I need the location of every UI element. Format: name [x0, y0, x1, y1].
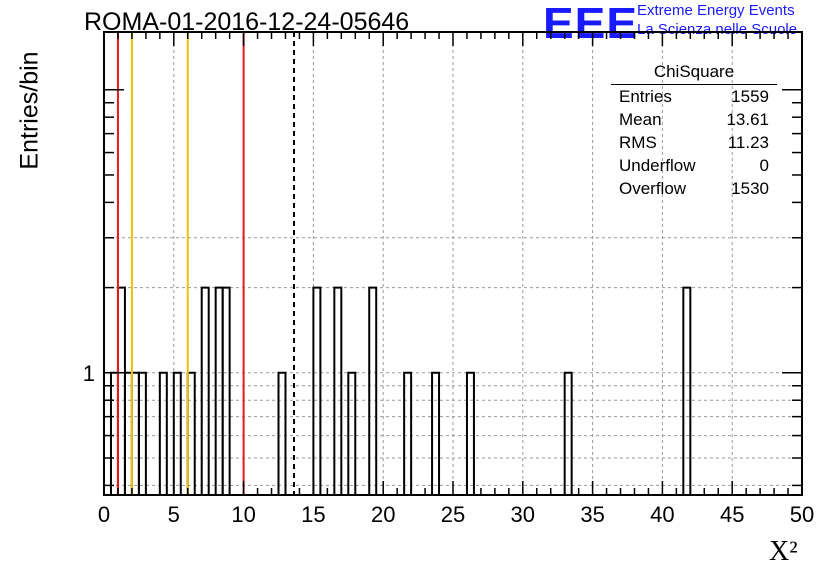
x-tick-label: 25	[441, 502, 465, 527]
stats-row-value: 1530	[731, 179, 769, 198]
x-tick-label: 45	[720, 502, 744, 527]
stats-title: ChiSquare	[611, 62, 777, 85]
stats-row: Entries 1559	[611, 85, 777, 108]
histogram-bin	[214, 286, 224, 495]
histogram-bin	[158, 371, 168, 495]
stats-row-value: 13.61	[726, 110, 769, 129]
stats-row-value: 0	[759, 156, 769, 175]
x-tick-label: 35	[580, 502, 604, 527]
x-tick-label: 10	[231, 502, 255, 527]
stats-row-label: RMS	[619, 133, 657, 152]
histogram-bin	[186, 371, 196, 495]
stats-row-label: Entries	[619, 87, 672, 106]
eee-logo: EEE	[543, 0, 639, 48]
stats-row-label: Mean	[619, 110, 662, 129]
x-tick-label: 0	[98, 502, 110, 527]
x-tick-label: 50	[790, 502, 814, 527]
stats-row: Overflow 1530	[611, 177, 777, 200]
x-tick-label: 5	[168, 502, 180, 527]
stats-row: Underflow 0	[611, 154, 777, 177]
x-tick-label: 20	[371, 502, 395, 527]
histogram-bin	[277, 371, 287, 495]
logo-line-1: Extreme Energy Events	[637, 2, 795, 19]
x-tick-label: 30	[511, 502, 535, 527]
x-axis-label: X²	[769, 536, 798, 567]
stats-row: RMS 11.23	[611, 131, 777, 154]
histogram-bin	[116, 286, 126, 495]
histogram-bin	[312, 286, 322, 495]
stats-box: ChiSquare Entries 1559 Mean 13.61 RMS 11.23 Un…	[611, 62, 777, 200]
histogram-bin	[368, 286, 378, 495]
histogram-bin	[137, 371, 147, 495]
x-tick-label: 40	[650, 502, 674, 527]
histogram-bin	[682, 286, 692, 495]
histogram-bin	[563, 371, 573, 495]
stats-row: Mean 13.61	[611, 108, 777, 131]
histogram-bin	[431, 371, 441, 495]
histogram-bin	[130, 371, 140, 495]
histogram-bin	[200, 286, 210, 495]
histogram-bin	[123, 371, 133, 495]
stats-row-value: 1559	[731, 87, 769, 106]
y-tick-label: 1	[83, 361, 95, 386]
stats-row-label: Overflow	[619, 179, 687, 198]
stats-row-value: 11.23	[727, 133, 769, 152]
x-tick-label: 15	[301, 502, 325, 527]
stats-rows: Entries 1559 Mean 13.61 RMS 11.23 Underflow 0 Ov…	[611, 85, 777, 200]
histogram-bin	[403, 371, 413, 495]
stats-row-label: Underflow	[619, 156, 696, 175]
histogram-bin	[465, 371, 475, 495]
histogram-bin	[347, 371, 357, 495]
histogram-bin	[109, 371, 119, 495]
histogram-bin	[221, 286, 231, 495]
histogram-bin	[333, 286, 343, 495]
histogram-bin	[172, 371, 182, 495]
